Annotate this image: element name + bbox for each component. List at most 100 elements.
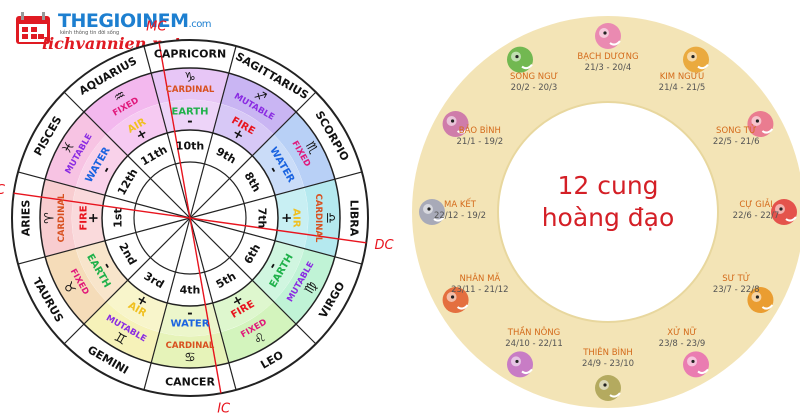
panel-title-line2: hoàng đạo (542, 203, 675, 232)
zodiac-dates: 21/3 - 20/4 (585, 63, 632, 73)
sign-name-aries: ARIES (20, 200, 33, 237)
twins-icon (747, 111, 774, 137)
sector-divider (143, 217, 191, 391)
zodiac-name: THIÊN BÌNH (582, 346, 633, 358)
sector-divider (189, 45, 237, 219)
sector-divider (17, 171, 191, 219)
lion-icon (747, 287, 774, 313)
sector-divider (17, 217, 191, 265)
zodiac-dates: 23/11 - 21/12 (451, 285, 508, 295)
sector-divider (189, 91, 317, 219)
zodiac-dates: 24/9 - 23/10 (582, 359, 634, 369)
sign-name-cancer: CANCER (165, 376, 215, 389)
bull-icon (683, 46, 709, 73)
zodiac-name: XỬ NỮ (667, 326, 696, 338)
water-bearer-icon (442, 111, 469, 137)
logo-tagline: kênh thông tin đời sống (60, 30, 120, 36)
element-sector (76, 240, 128, 302)
element-sector (106, 280, 168, 332)
house-label: 10th (176, 140, 204, 153)
sign-glyph: ♑ (184, 71, 196, 86)
zodiac-dates: 23/7 - 22/8 (713, 285, 760, 295)
zodiac-name: SƯ TỬ (722, 272, 750, 284)
modality-label: CARDINAL (313, 194, 323, 243)
zodiac-name: SONG TỬ (716, 124, 756, 136)
house-label: 1st (112, 208, 125, 227)
logo-brand: THEGIOINEM.com (58, 10, 212, 32)
sector-divider (189, 217, 363, 265)
element-sector (212, 104, 274, 156)
sector-divider (189, 217, 317, 345)
element-sector (159, 303, 221, 336)
element-sector (252, 134, 304, 196)
zodiac-name: SONG NGƯ (510, 72, 558, 82)
site-logo[interactable] (6, 10, 56, 52)
sign-glyph: ♋ (184, 351, 196, 366)
sector-divider (63, 91, 191, 219)
sign-glyph: ♎ (323, 212, 338, 224)
modality-label: CARDINAL (166, 85, 215, 95)
zodiac-dates: 22/12 - 19/2 (434, 211, 486, 221)
zodiac-dates: 22/5 - 21/6 (713, 137, 760, 147)
element-sector (212, 280, 274, 332)
sector-divider (63, 217, 191, 345)
polarity-sign: + (87, 213, 102, 224)
element-sector (106, 104, 168, 156)
zodiac-dates: 23/8 - 23/9 (659, 339, 706, 349)
scales-icon (595, 375, 621, 401)
sign-name-libra: LIBRA (348, 200, 361, 237)
maiden-icon (683, 351, 709, 378)
zodiac-name: THẦN NÔNG (507, 325, 560, 338)
element-label: WATER (171, 319, 210, 330)
house-label: 4th (180, 284, 201, 297)
sign-name-capricorn: CAPRICORN (154, 48, 226, 61)
zodiac-name: BẠCH DƯƠNG (577, 52, 638, 62)
crab-icon (771, 199, 797, 225)
ram-icon (595, 23, 621, 49)
sector-divider (143, 45, 191, 219)
scorpion-icon (507, 351, 533, 378)
element-label: AIR (291, 208, 302, 227)
zodiac-name: MA KẾT (444, 198, 477, 210)
house-label: 7th (256, 208, 269, 229)
astrology-wheel: ACDCMCICARIES♈CARDINALFIRE1st+PISCES♓MUT… (0, 19, 395, 416)
polarity-sign: - (187, 307, 192, 322)
element-sector (76, 134, 128, 196)
zodiac-dates: 24/10 - 22/11 (505, 339, 562, 349)
zodiac-dates: 20/2 - 20/3 (511, 83, 558, 93)
panel-inner-circle (497, 101, 719, 323)
polarity-ring (133, 161, 247, 275)
element-label: EARTH (171, 107, 208, 118)
mc-ic-axis (158, 42, 222, 394)
archer-icon (442, 287, 469, 313)
element-sector (252, 240, 304, 302)
sector-divider (189, 171, 363, 219)
modality-label: CARDINAL (166, 341, 215, 351)
element-sector (159, 100, 221, 133)
sign-glyph: ♈ (43, 212, 58, 224)
polarity-sign: + (279, 213, 294, 224)
zodiac-name: KIM NGƯU (660, 72, 705, 82)
angle-label-mc: MC (146, 19, 167, 34)
element-label: FIRE (79, 205, 90, 230)
zodiac-dates: 21/4 - 21/5 (659, 83, 706, 93)
modality-label: CARDINAL (57, 193, 67, 242)
angle-label-dc: DC (375, 238, 395, 253)
sign-ring-border (39, 67, 341, 369)
zodiac-dates: 22/6 - 22/7 (733, 211, 780, 221)
angle-label-ic: IC (217, 402, 231, 417)
zodiac-name: CỰ GIẢI (739, 198, 772, 210)
